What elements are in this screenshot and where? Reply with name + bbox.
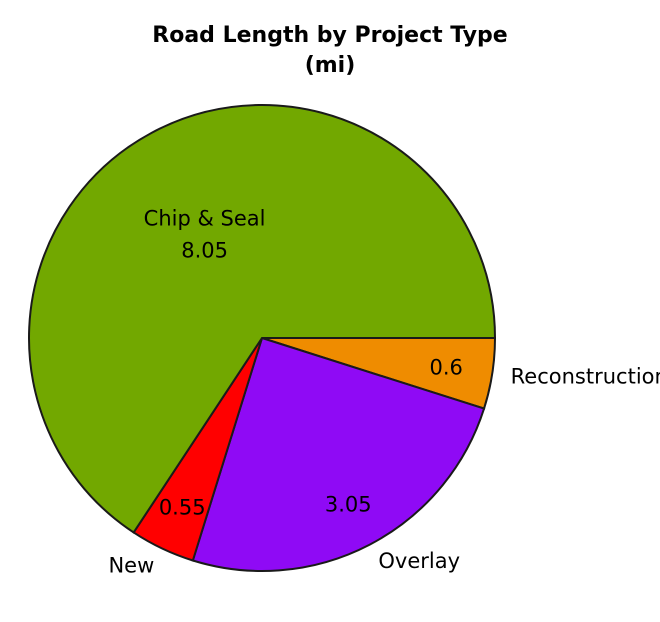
pie-labels: 0.6 Reconstruction 3.05 Overlay 0.55 New Chip … (108, 206, 660, 577)
chart-subtitle: (mi) (305, 53, 356, 78)
slice-value-label-new: 0.55 (159, 495, 206, 519)
pie-slice-overlay (191, 336, 486, 572)
pie-slices (28, 104, 497, 572)
pie-slice-chip-seal (28, 104, 497, 534)
slice-value-label-reconstruction: 0.6 (429, 356, 462, 380)
slice-category-label-new: New (108, 553, 154, 577)
slice-category-label-chip-seal: Chip & Seal (144, 206, 266, 230)
slice-category-label-overlay: Overlay (378, 549, 460, 573)
chart-title: Road Length by Project Type (152, 23, 507, 48)
slice-value-label-overlay: 3.05 (325, 492, 372, 516)
slice-value-label-chip-seal: 8.05 (181, 238, 228, 262)
slice-category-label-reconstruction: Reconstruction (511, 365, 660, 389)
